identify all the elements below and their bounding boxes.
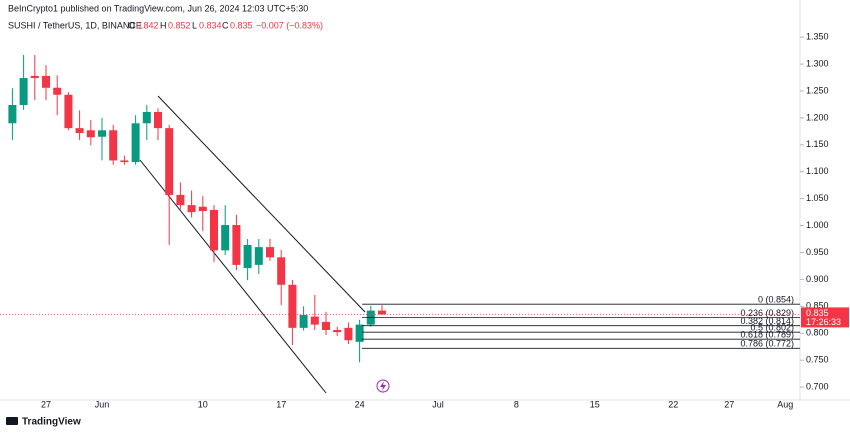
candle-body [333, 330, 342, 333]
candle-body [288, 284, 297, 328]
x-tick-label: 27 [724, 399, 734, 409]
candle-body [154, 111, 162, 129]
y-tick-label: 0.850 [806, 301, 829, 311]
x-tick-label: 22 [668, 399, 678, 409]
y-tick-label: 0.750 [806, 355, 829, 365]
change: −0.007 (−0.83%) [256, 20, 323, 30]
candle-body [344, 327, 353, 341]
candle-body [19, 78, 28, 105]
x-tick-label: 15 [590, 399, 600, 409]
y-tick-label: 1.150 [806, 139, 829, 149]
y-tick-label: 1.250 [806, 85, 829, 95]
fib-label: 0.618 (0.789) [740, 330, 794, 340]
candle-body [75, 128, 84, 133]
c-label: C [222, 20, 229, 30]
candle-body [86, 130, 95, 138]
y-tick-label: 1.300 [806, 58, 829, 68]
marks: 0.700 0.750 0.800 0.850 0.900 0.950 1.000 1.050… [0, 32, 849, 409]
event-bolt [380, 381, 386, 391]
fib-label: 0.5 (0.802) [750, 323, 794, 333]
candle-body [210, 209, 218, 251]
l-label: L [192, 20, 197, 30]
high-value: 0.852 [168, 20, 191, 30]
candle-body [254, 247, 263, 265]
fib-label: 0.236 (0.829) [740, 308, 794, 318]
y-tick-label: 0.900 [806, 274, 829, 284]
candle-body [198, 206, 207, 212]
candle-body [131, 123, 140, 163]
candle-body [42, 75, 50, 88]
candle-body [64, 94, 73, 129]
candle-body [187, 205, 196, 213]
y-tick-label: 0.800 [806, 328, 829, 338]
candle-body [53, 87, 62, 95]
candle-body [322, 321, 330, 331]
x-tick-label: 10 [198, 399, 208, 409]
candle-body [8, 104, 17, 124]
y-tick-label: 0.950 [806, 247, 829, 257]
h-label: H [160, 20, 167, 30]
candle-body [299, 314, 308, 328]
x-tick-label: Jul [432, 399, 444, 409]
candle-body [176, 194, 185, 206]
y-tick-label: 1.100 [806, 166, 829, 176]
symbol: SUSHI / TetherUS, 1D, BINANCE [8, 20, 142, 30]
candle-body [243, 244, 252, 269]
y-tick-label: 1.050 [806, 193, 829, 203]
logo-mark [6, 417, 18, 425]
candle-body [232, 225, 241, 265]
y-tick-label: 0.700 [806, 381, 829, 391]
y-tick-label: 1.200 [806, 112, 829, 122]
candle-body [142, 111, 151, 124]
countdown: 17:26:33 [806, 317, 841, 327]
o-label: O [128, 20, 135, 30]
close-value: 0.835 [230, 20, 253, 30]
x-tick-label: 17 [276, 399, 286, 409]
attribution: BeInCrypto1 published on TradingView.com… [8, 3, 308, 13]
candle-body [266, 247, 274, 258]
legend-header: SUSHI / TetherUS, 1D, BINANCE O 0.842 H … [8, 20, 323, 30]
x-tick-label: Jun [95, 399, 110, 409]
candle-body [109, 130, 118, 161]
candle-body [98, 130, 106, 137]
x-tick-label: 27 [41, 399, 51, 409]
fib-label: 0.786 (0.772) [740, 339, 794, 349]
y-tick-label: 1.000 [806, 220, 829, 230]
logo: TradingView [6, 417, 81, 428]
channel-lower [139, 159, 327, 394]
x-tick-label: 24 [355, 399, 365, 409]
x-tick-label: Aug [777, 399, 793, 409]
candle-body [165, 128, 174, 195]
candle-body [355, 324, 364, 342]
y-tick-label: 1.350 [806, 32, 829, 42]
channel-upper [157, 95, 366, 313]
candle-body [277, 257, 286, 285]
fib-label: 0 (0.854) [758, 295, 794, 305]
fib-label: 0.382 (0.814) [740, 316, 794, 326]
candle-body [120, 160, 129, 163]
price-label: 0.835 [806, 308, 829, 318]
price-box [801, 307, 849, 328]
candle-body [310, 316, 319, 325]
open-value: 0.842 [136, 20, 159, 30]
x-tick-label: 8 [514, 399, 519, 409]
candle-body [378, 310, 386, 315]
candle-body [30, 75, 39, 79]
low-value: 0.834 [199, 20, 222, 30]
candle-body [221, 225, 230, 251]
logo-text: TradingView [22, 417, 81, 428]
